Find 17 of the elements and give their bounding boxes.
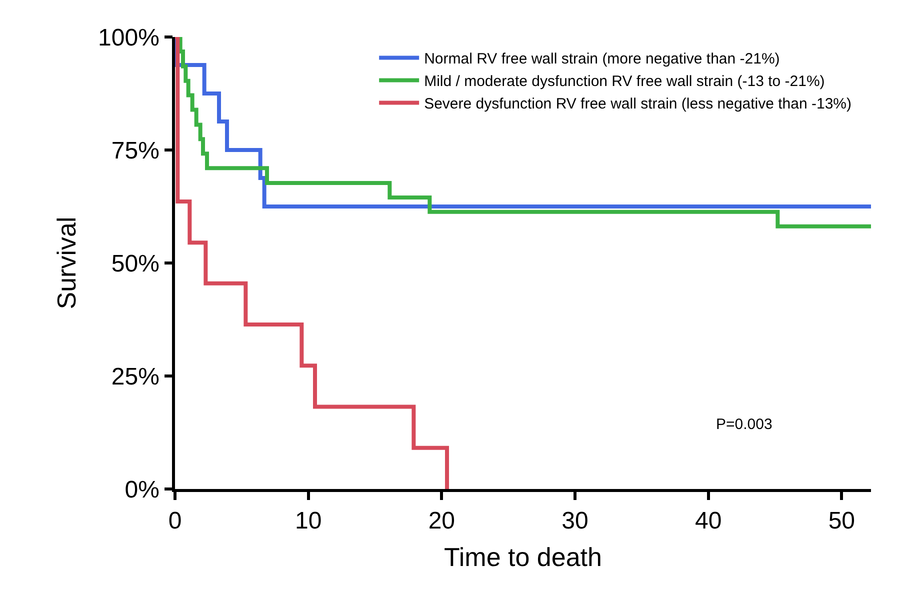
x-tick-label: 0 (168, 508, 182, 535)
y-tick-label: 0% (124, 476, 160, 504)
legend-label: Normal RV free wall strain (more negative than -21%) (424, 50, 780, 68)
y-axis-title: Survival (51, 216, 82, 310)
x-tick-label: 30 (562, 508, 588, 535)
legend-label: Severe dysfunction RV free wall strain (less negative than -13%) (424, 96, 852, 113)
x-tick-label: 50 (828, 508, 856, 535)
legend-label: Mild / moderate dysfunction RV free wall strain (-13 to -21%) (424, 73, 825, 90)
x-tick-label: 10 (294, 508, 322, 535)
x-tick-label: 40 (694, 508, 722, 535)
y-tick-label: 50% (111, 250, 160, 278)
x-axis-title: Time to death (444, 542, 602, 572)
annotation: P=0.003 (716, 416, 772, 433)
x-tick-label: 20 (428, 508, 456, 535)
y-tick-label: 75% (111, 137, 160, 164)
y-tick-label: 100% (98, 24, 160, 52)
y-tick-label: 25% (111, 363, 160, 390)
